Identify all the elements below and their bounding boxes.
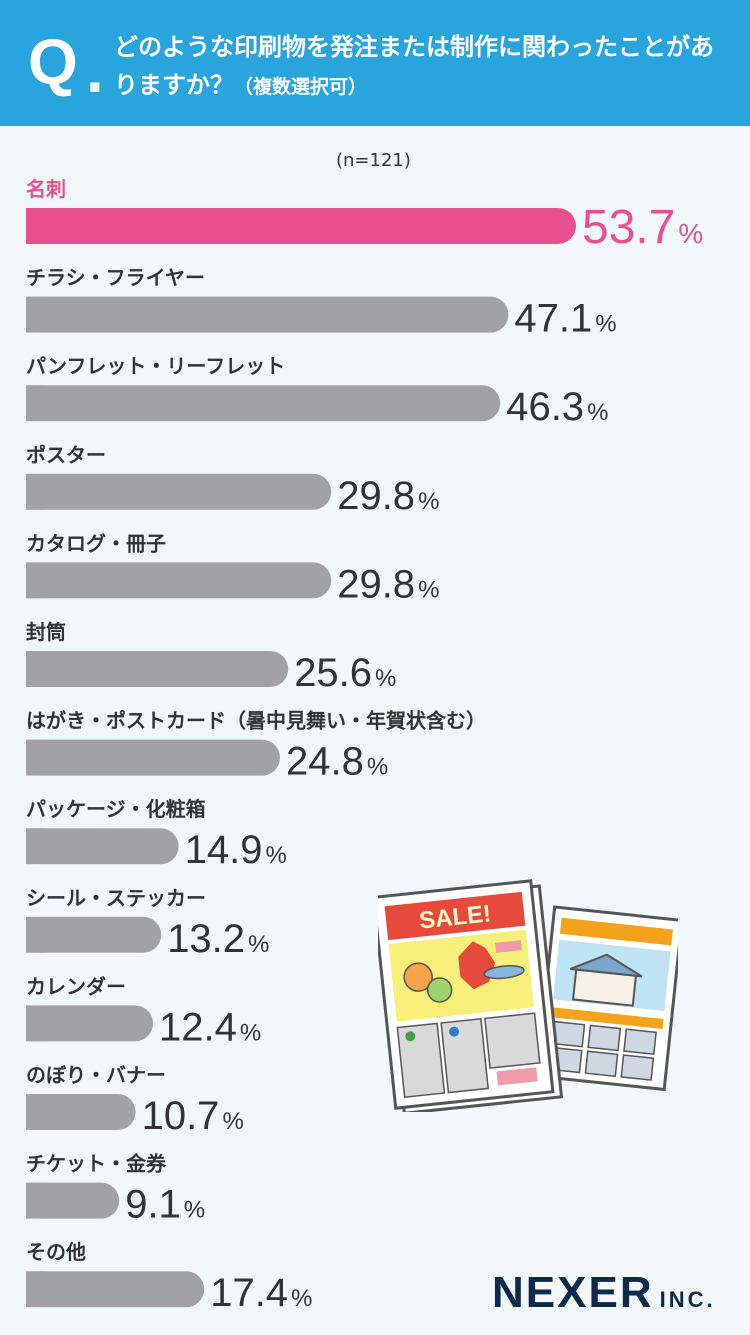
value-number: 24.8 (286, 740, 364, 784)
value-label: 9.1% (125, 1183, 205, 1227)
bar-left-edge (26, 1271, 44, 1308)
category-label: のぼり・バナー (26, 1063, 166, 1087)
bar (26, 651, 289, 687)
category-label: パッケージ・化粧箱 (26, 797, 206, 821)
question-text: どのような印刷物を発注または制作に関わったことがありますか？（複数選択可） (114, 28, 734, 106)
category-label: カレンダー (26, 974, 126, 998)
bar-left-edge (26, 385, 44, 422)
value-unit: % (418, 488, 439, 515)
value-unit: % (587, 399, 608, 426)
category-label: 名刺 (26, 177, 66, 201)
sample-size: (n=121) (336, 150, 411, 171)
bar-left-edge (26, 208, 44, 244)
bar-left-edge (26, 473, 44, 510)
category-label: パンフレット・リーフレット (26, 354, 285, 378)
value-unit: % (184, 1197, 205, 1224)
value-number: 25.6 (294, 651, 372, 695)
bar (26, 473, 332, 510)
bar (26, 296, 509, 333)
bar-left-edge (26, 916, 44, 953)
value-label: 29.8% (337, 474, 439, 518)
value-number: 14.9 (185, 828, 263, 872)
value-number: 46.3 (506, 385, 584, 429)
bar (26, 1094, 136, 1130)
question-note: （複数選択可） (234, 76, 368, 98)
value-unit: % (240, 1019, 261, 1046)
bar-left-edge (26, 651, 44, 687)
nexer-logo: NEXER INC. (492, 1268, 716, 1318)
value-label: 25.6% (294, 651, 396, 695)
bar (26, 1005, 154, 1042)
value-label: 53.7% (582, 201, 703, 254)
category-label: チケット・金券 (26, 1152, 167, 1176)
bar (26, 739, 281, 776)
value-label: 13.2% (167, 917, 269, 961)
value-number: 29.8 (337, 474, 415, 518)
value-number: 53.7 (582, 201, 675, 254)
value-label: 17.4% (210, 1271, 312, 1315)
logo-inc: INC. (659, 1287, 716, 1312)
value-number: 9.1 (125, 1183, 181, 1227)
category-label: 封筒 (26, 620, 66, 644)
bar-left-edge (26, 739, 44, 776)
category-label: カタログ・冊子 (26, 531, 166, 555)
value-unit: % (265, 842, 286, 869)
value-unit: % (375, 665, 396, 692)
bar-left-edge (26, 296, 44, 333)
value-number: 29.8 (337, 562, 415, 606)
value-label: 29.8% (337, 562, 439, 606)
value-label: 14.9% (185, 828, 287, 872)
question-dot: . (86, 34, 104, 106)
category-label: ポスター (26, 443, 106, 467)
value-label: 47.1% (514, 297, 616, 341)
value-label: 12.4% (159, 1005, 261, 1049)
value-number: 13.2 (167, 917, 245, 961)
value-label: 24.8% (286, 740, 388, 784)
question-body: どのような印刷物を発注または制作に関わったことがありますか？ (114, 33, 714, 99)
value-unit: % (248, 931, 269, 958)
bar (26, 1182, 120, 1219)
bar (26, 562, 332, 599)
bar-left-edge (26, 1182, 44, 1219)
house-flyer-graphic (535, 905, 678, 1092)
category-label: シール・ステッカー (26, 886, 206, 910)
question-header: Q . どのような印刷物を発注または制作に関わったことがありますか？（複数選択可… (0, 0, 750, 126)
bar (26, 1271, 205, 1308)
value-unit: % (291, 1285, 312, 1312)
bar (26, 916, 162, 953)
value-label: 46.3% (506, 385, 608, 429)
printed-flyers-illustration: SALE! (378, 879, 678, 1112)
sale-flyer-graphic: SALE! (378, 879, 564, 1112)
category-label: チラシ・フライヤー (26, 266, 205, 290)
logo-wordmark: NEXER (492, 1268, 654, 1317)
value-label: 10.7% (142, 1094, 244, 1138)
bar-left-edge (26, 828, 44, 865)
bar-left-edge (26, 1094, 44, 1130)
category-label: はがき・ポストカード（暑中見舞い・年賀状含む） (26, 709, 486, 733)
value-number: 17.4 (210, 1271, 288, 1315)
bar (26, 208, 576, 244)
value-unit: % (595, 311, 616, 338)
value-number: 10.7 (142, 1094, 220, 1138)
value-number: 47.1 (514, 297, 592, 341)
bar (26, 385, 501, 422)
value-unit: % (367, 754, 388, 781)
category-label: その他 (26, 1240, 86, 1264)
bar-left-edge (26, 562, 44, 599)
question-mark: Q (28, 26, 78, 98)
value-unit: % (418, 576, 439, 603)
value-unit: % (222, 1108, 243, 1135)
value-unit: % (678, 218, 703, 249)
bar (26, 828, 179, 865)
value-number: 12.4 (159, 1005, 237, 1049)
bar-left-edge (26, 1005, 44, 1042)
